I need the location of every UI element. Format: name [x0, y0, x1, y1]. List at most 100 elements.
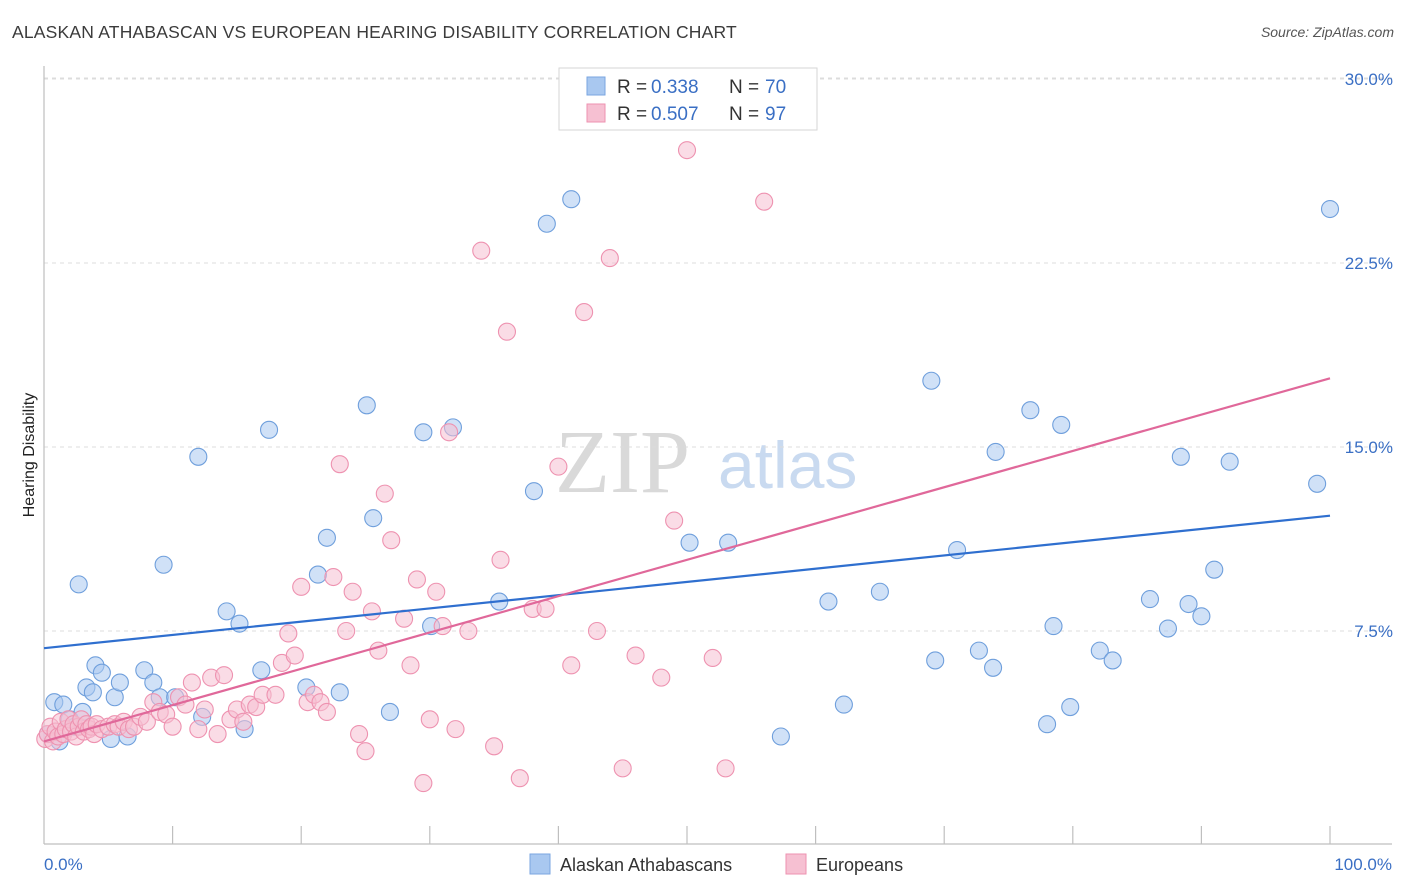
european-point	[587, 621, 607, 641]
legend-swatch-european	[785, 853, 807, 875]
athabascan-point	[317, 528, 336, 547]
european-point	[575, 303, 594, 322]
athabascan-point	[1205, 560, 1224, 579]
athabascan-point	[1103, 651, 1122, 670]
athabascan-point	[771, 727, 790, 746]
european-point	[600, 249, 619, 268]
european-point	[317, 702, 336, 722]
european-point	[356, 742, 375, 761]
athabascan-point	[414, 423, 433, 442]
watermark-atlas: atlas	[718, 428, 857, 502]
y-tick-label: 30.0%	[1345, 70, 1393, 89]
data-points	[36, 141, 1340, 793]
athabascan-point	[969, 641, 988, 660]
athabascan-point	[834, 695, 853, 714]
athabascan-point	[1052, 415, 1071, 434]
athabascan-point	[680, 533, 699, 552]
european-point	[440, 423, 459, 442]
european-point	[613, 759, 632, 778]
european-point	[343, 582, 362, 601]
european-point	[459, 621, 478, 641]
athabascan-point	[1021, 401, 1040, 420]
legend-label-european: Europeans	[816, 855, 903, 875]
athabascan-point	[1192, 607, 1211, 626]
european-trend-line	[43, 377, 1331, 743]
european-point	[755, 192, 774, 211]
european-point	[401, 656, 420, 675]
legend-n-label: N =	[729, 104, 759, 125]
athabascan-point	[189, 447, 208, 466]
y-tick-label: 7.5%	[1354, 622, 1393, 641]
legend-label-athabascan: Alaskan Athabascans	[560, 855, 732, 875]
european-point	[497, 322, 517, 341]
athabascan-point	[1061, 698, 1080, 717]
legend-n-value: 70	[765, 77, 786, 98]
european-point	[375, 484, 394, 503]
athabascan-point	[819, 592, 838, 611]
legend-r-value: 0.507	[651, 104, 699, 125]
european-point	[208, 724, 227, 744]
athabascan-point	[69, 575, 88, 594]
athabascan-point	[984, 658, 1003, 677]
athabascan-trend-line	[43, 514, 1331, 650]
athabascan-point	[330, 683, 349, 702]
legend-swatch-athabascan	[529, 853, 551, 875]
series-legend: Alaskan Athabascans Europeans	[529, 853, 903, 875]
legend-swatch-athabascan	[586, 76, 606, 96]
european-point	[407, 570, 426, 589]
european-point	[330, 455, 349, 474]
european-point	[472, 241, 491, 260]
european-point	[510, 769, 529, 788]
athabascan-point	[110, 673, 129, 692]
european-point	[362, 602, 381, 621]
athabascan-point	[1171, 447, 1190, 466]
grid-lines	[44, 77, 1392, 632]
athabascan-point	[1140, 590, 1160, 609]
european-point	[427, 582, 446, 601]
athabascan-point	[217, 602, 236, 621]
correlation-legend: R = 0.338 N = 70 R = 0.507 N = 97	[558, 67, 818, 131]
athabascan-point	[1158, 619, 1178, 638]
athabascan-point	[357, 396, 376, 415]
european-point	[382, 531, 401, 550]
european-point	[234, 712, 253, 731]
watermark-zip: ZIP	[555, 413, 690, 512]
european-point	[350, 724, 369, 744]
athabascan-point	[1179, 594, 1198, 614]
european-point	[189, 720, 208, 739]
athabascan-point	[135, 661, 154, 680]
x-tick-label: 100.0%	[1334, 855, 1392, 874]
european-point	[446, 720, 465, 739]
athabascan-point	[380, 702, 399, 722]
legend-swatch-european	[586, 103, 606, 123]
athabascan-point	[1220, 452, 1239, 471]
athabascan-point	[1044, 617, 1063, 636]
european-point	[182, 673, 201, 692]
x-tick-label: 0.0%	[44, 855, 83, 874]
european-point	[420, 710, 439, 729]
athabascan-point	[562, 190, 581, 209]
y-tick-label: 15.0%	[1345, 438, 1393, 457]
european-point	[665, 511, 684, 530]
athabascan-point	[154, 555, 173, 574]
athabascan-point	[259, 420, 279, 439]
athabascan-point	[948, 540, 967, 560]
european-point	[703, 648, 722, 668]
european-point	[677, 141, 697, 160]
legend-r-label: R =	[617, 104, 647, 125]
european-point	[626, 646, 645, 665]
european-point	[279, 624, 298, 643]
european-point	[536, 599, 555, 618]
european-point	[485, 737, 504, 756]
european-point	[414, 774, 433, 793]
source-label: Source: ZipAtlas.com	[1260, 24, 1394, 40]
athabascan-point	[986, 442, 1005, 461]
european-point	[163, 717, 182, 736]
european-point	[549, 457, 568, 476]
european-point	[716, 759, 735, 778]
legend-n-label: N =	[729, 77, 759, 98]
european-point	[337, 621, 356, 641]
athabascan-point	[922, 371, 941, 390]
european-point	[491, 550, 510, 569]
